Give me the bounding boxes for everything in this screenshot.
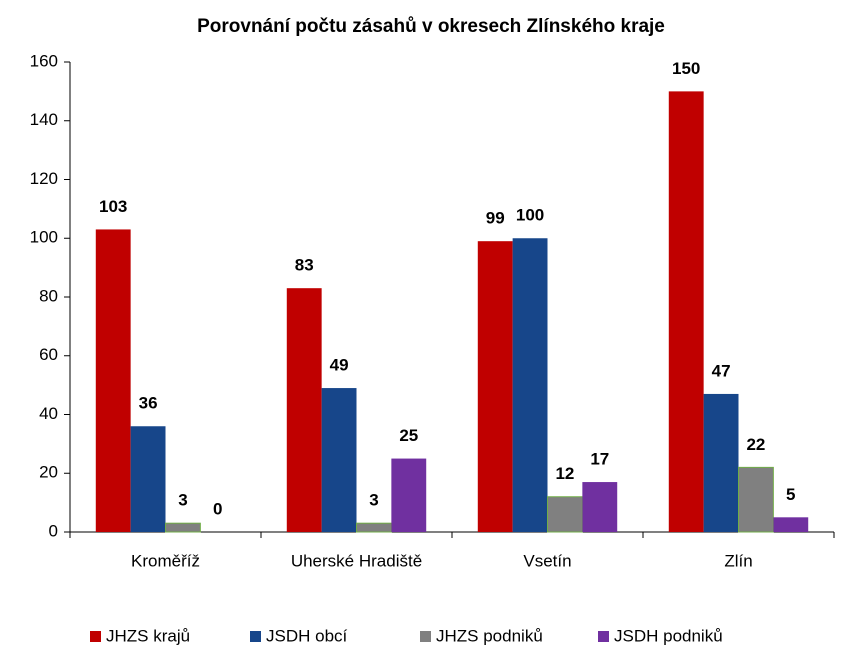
- y-tick-label: 60: [39, 345, 58, 364]
- bar: [582, 482, 618, 532]
- value-label: 36: [139, 394, 158, 413]
- bar: [512, 238, 548, 532]
- x-tick-label: Kroměříž: [131, 551, 200, 570]
- bar: [773, 517, 809, 532]
- bar: [130, 426, 166, 532]
- y-tick-label: 40: [39, 404, 58, 423]
- value-label: 25: [399, 426, 418, 445]
- bar: [738, 466, 774, 533]
- legend-swatch: [90, 631, 101, 642]
- value-label: 22: [746, 435, 765, 454]
- value-label: 0: [213, 499, 222, 518]
- bar: [703, 393, 739, 532]
- value-label: 49: [330, 356, 349, 375]
- value-label: 5: [786, 485, 795, 504]
- bar: [95, 229, 131, 532]
- y-tick-label: 140: [30, 110, 58, 129]
- bar: [391, 458, 427, 532]
- value-label: 47: [712, 361, 731, 380]
- y-tick-label: 120: [30, 169, 58, 188]
- chart-title: Porovnání počtu zásahů v okresech Zlínsk…: [197, 16, 665, 37]
- y-tick-label: 20: [39, 463, 58, 482]
- bar: [668, 91, 704, 532]
- legend-label: JSDH obcí: [266, 626, 348, 645]
- value-label: 103: [99, 197, 127, 216]
- value-label: 150: [672, 59, 700, 78]
- legend-swatch: [250, 631, 261, 642]
- legend-label: JHZS podniků: [436, 626, 543, 645]
- bar: [165, 522, 201, 533]
- legend-label: JSDH podniků: [614, 626, 723, 645]
- x-tick-label: Uherské Hradiště: [291, 551, 422, 570]
- bar: [286, 288, 322, 532]
- value-label: 3: [178, 491, 187, 510]
- legend-swatch: [598, 631, 609, 642]
- y-tick-label: 100: [30, 228, 58, 247]
- bar: [547, 496, 583, 533]
- y-tick-label: 0: [49, 521, 58, 540]
- x-tick-label: Vsetín: [523, 551, 571, 570]
- bar: [321, 388, 357, 532]
- x-tick-label: Zlín: [724, 551, 752, 570]
- value-label: 100: [516, 206, 544, 225]
- y-tick-label: 160: [30, 51, 58, 70]
- value-label: 12: [555, 464, 574, 483]
- bar: [356, 522, 392, 533]
- legend-swatch: [420, 631, 431, 642]
- bar: [477, 241, 513, 532]
- value-label: 3: [369, 491, 378, 510]
- y-tick-label: 80: [39, 286, 58, 305]
- value-label: 83: [295, 256, 314, 275]
- legend-label: JHZS krajů: [106, 626, 190, 645]
- value-label: 17: [590, 450, 609, 469]
- value-label: 99: [486, 209, 505, 228]
